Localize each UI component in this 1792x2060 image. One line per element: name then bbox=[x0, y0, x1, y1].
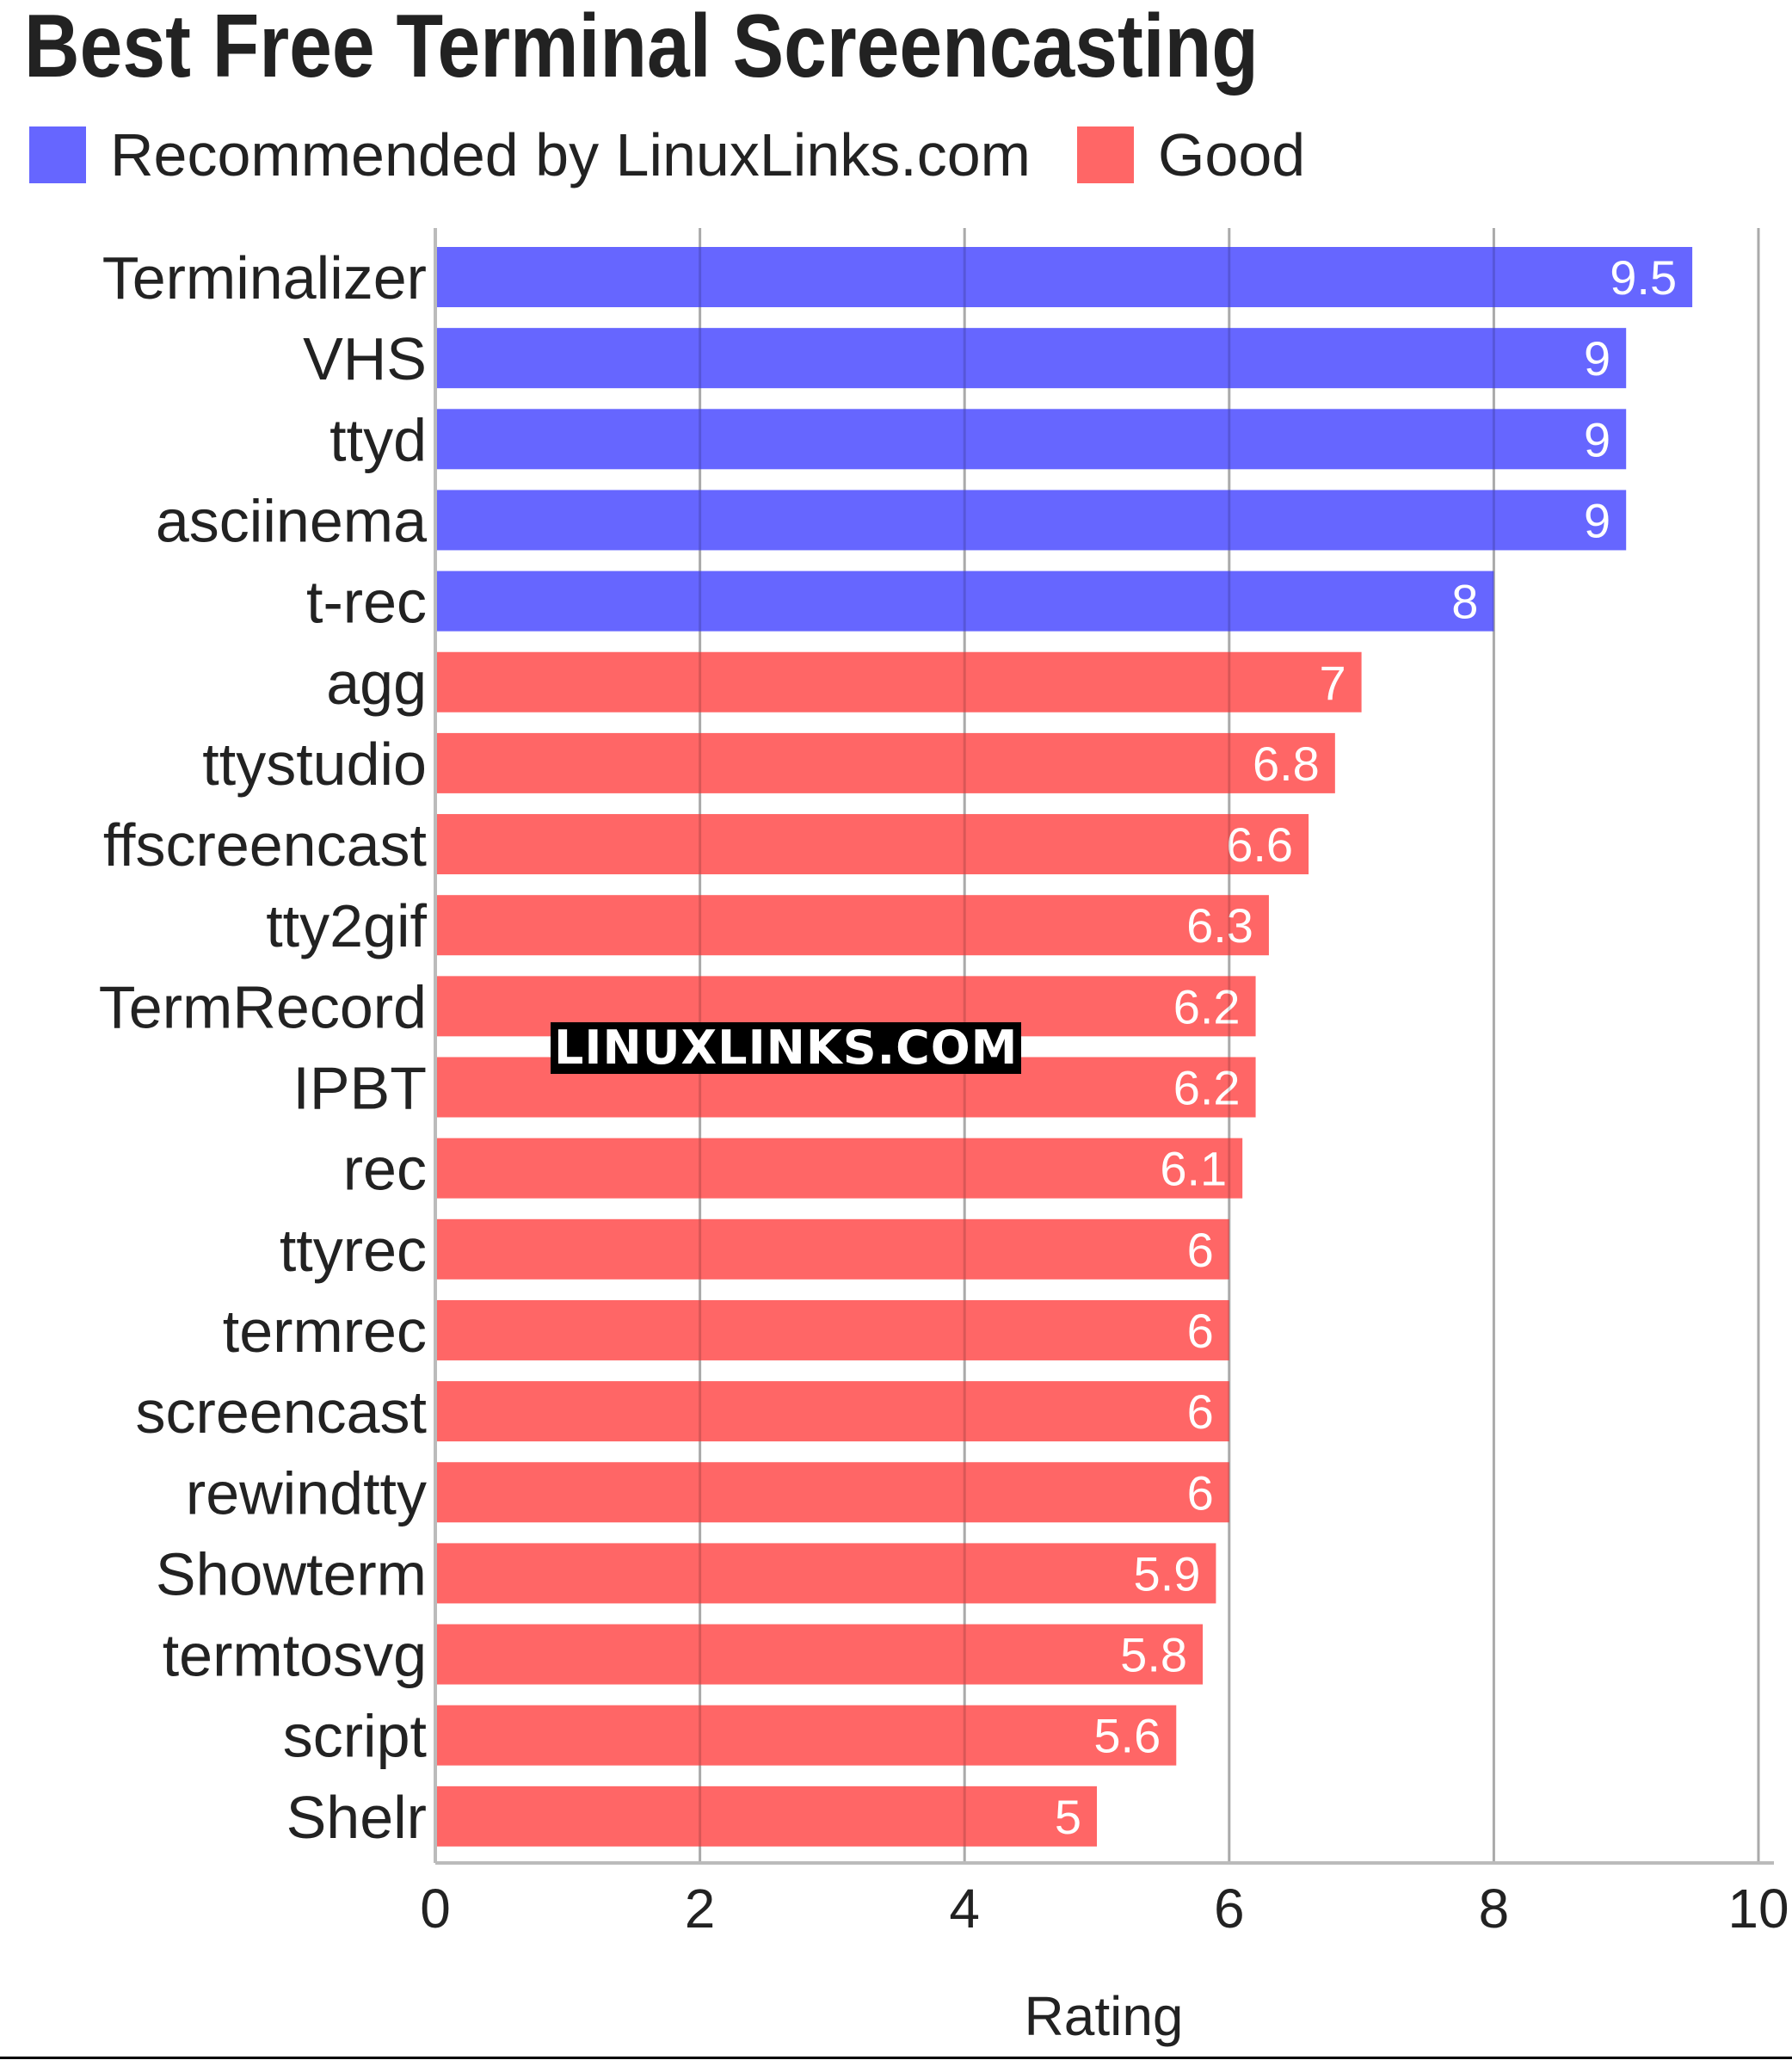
x-tick-label: 4 bbox=[949, 1878, 980, 1940]
value-label: 9 bbox=[1584, 493, 1610, 547]
bars: Terminalizer 9.5 VHS 9 ttyd 9 asciinema 9 t-rec 8… bbox=[99, 228, 1760, 1863]
category-label: screencast bbox=[136, 1378, 427, 1446]
x-axis: 0 2 4 6 8 10 bbox=[420, 228, 1789, 1940]
category-label: asciinema bbox=[156, 487, 427, 554]
legend-swatch-good bbox=[1076, 126, 1134, 183]
bar-Terminalizer bbox=[435, 247, 1693, 307]
value-label: 9 bbox=[1584, 331, 1610, 385]
bar-script bbox=[435, 1705, 1177, 1766]
bar-asciinema bbox=[435, 490, 1627, 551]
x-tick-label: 0 bbox=[420, 1878, 451, 1940]
bar-ttyrec bbox=[435, 1218, 1229, 1280]
category-label: Terminalizer bbox=[102, 244, 427, 311]
legend-label-recommended: Recommended by LinuxLinks.com bbox=[110, 121, 1031, 188]
legend: Recommended by LinuxLinks.com Good bbox=[29, 120, 1352, 189]
chart-title: Best Free Terminal Screencasting bbox=[24, 0, 1259, 96]
value-label: 8 bbox=[1451, 575, 1478, 629]
category-label: ttyrec bbox=[280, 1217, 427, 1284]
category-label: agg bbox=[326, 650, 427, 717]
x-tick-label: 6 bbox=[1214, 1878, 1245, 1940]
x-tick-label: 10 bbox=[1727, 1878, 1789, 1940]
category-label: IPBT bbox=[293, 1055, 427, 1122]
bar-ttyd bbox=[435, 409, 1627, 470]
category-label: VHS bbox=[303, 325, 427, 392]
x-tick-label: 2 bbox=[685, 1878, 716, 1940]
category-label: termtosvg bbox=[163, 1622, 427, 1689]
category-label: ffscreencast bbox=[103, 811, 427, 879]
bar-Showterm bbox=[435, 1543, 1216, 1604]
watermark: LINUXLINKS.COM bbox=[551, 1022, 1022, 1074]
bar-VHS bbox=[435, 328, 1627, 389]
bar-tty2gif bbox=[435, 895, 1269, 956]
bar-rewindtty bbox=[435, 1462, 1229, 1523]
legend-swatch-recommended bbox=[29, 126, 86, 183]
value-label: 6.8 bbox=[1253, 737, 1320, 791]
bar-Shelr bbox=[435, 1786, 1097, 1847]
category-label: Shelr bbox=[286, 1784, 427, 1851]
category-label: ttyd bbox=[329, 406, 427, 473]
category-label: rec bbox=[343, 1136, 427, 1203]
value-label: 9.5 bbox=[1610, 250, 1677, 305]
value-label: 5.6 bbox=[1093, 1709, 1161, 1763]
bar-t-rec bbox=[435, 571, 1494, 632]
bar-termtosvg bbox=[435, 1624, 1204, 1685]
bar-ttystudio bbox=[435, 732, 1335, 793]
value-label: 6.2 bbox=[1173, 979, 1241, 1033]
value-label: 6.2 bbox=[1173, 1061, 1241, 1115]
category-label: t-rec bbox=[306, 569, 427, 636]
legend-item-recommended: Recommended by LinuxLinks.com bbox=[29, 120, 1031, 189]
category-label: termrec bbox=[223, 1298, 427, 1365]
x-tick-label: 8 bbox=[1479, 1878, 1510, 1940]
value-label: 9 bbox=[1584, 412, 1610, 466]
value-label: 5.8 bbox=[1120, 1628, 1187, 1682]
value-label: 6 bbox=[1187, 1223, 1214, 1277]
value-label: 6.6 bbox=[1226, 817, 1293, 872]
bar-rec bbox=[435, 1138, 1243, 1199]
category-label: Showterm bbox=[156, 1540, 427, 1607]
value-label: 6 bbox=[1187, 1465, 1214, 1520]
legend-item-good: Good bbox=[1076, 120, 1306, 189]
bar-ffscreencast bbox=[435, 814, 1309, 875]
category-label: rewindtty bbox=[186, 1459, 427, 1526]
value-label: 7 bbox=[1319, 656, 1346, 710]
x-axis-title: Rating bbox=[1025, 1985, 1184, 2047]
value-label: 6.1 bbox=[1160, 1142, 1227, 1196]
value-label: 5 bbox=[1055, 1790, 1081, 1844]
bar-screencast bbox=[435, 1381, 1229, 1442]
category-label: tty2gif bbox=[266, 892, 427, 959]
value-label: 6.3 bbox=[1186, 898, 1253, 953]
value-label: 6 bbox=[1187, 1304, 1214, 1358]
value-label: 6 bbox=[1187, 1385, 1214, 1439]
bar-agg bbox=[435, 651, 1362, 712]
bar-termrec bbox=[435, 1299, 1229, 1360]
bottom-rule bbox=[0, 2057, 1792, 2059]
category-label: TermRecord bbox=[99, 973, 427, 1040]
category-label: ttystudio bbox=[202, 731, 427, 798]
value-label: 5.9 bbox=[1134, 1546, 1201, 1601]
category-label: script bbox=[283, 1703, 427, 1770]
legend-label-good: Good bbox=[1157, 121, 1306, 188]
